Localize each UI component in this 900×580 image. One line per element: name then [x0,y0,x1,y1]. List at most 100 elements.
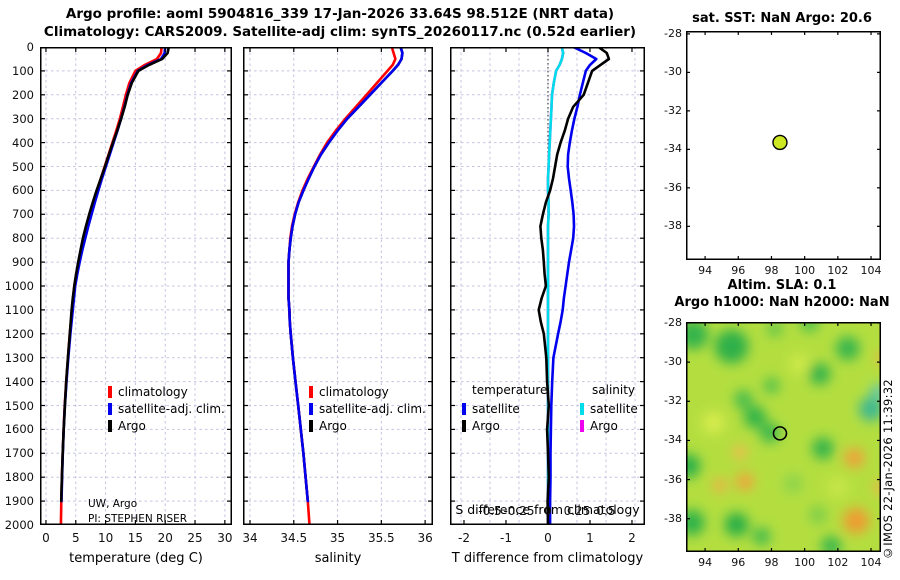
note-line: PI: STEPHEN RISER [88,513,188,525]
note-line: UW, Argo [88,498,138,510]
tick-label: 600 [12,183,34,198]
tick-label: 1700 [4,446,34,461]
tick-label: 1200 [4,326,34,341]
legend-row: satellite [580,400,638,417]
tick-label: 1900 [4,494,34,509]
temperature-profile-panel [40,47,232,525]
tick-label: 2000 [4,518,34,532]
tick-label: -34 [664,142,682,156]
legend-label: Argo [319,418,347,433]
diff-salinity-legend: salinity satellite Argo [580,383,638,434]
legend-row: Argo [462,417,547,434]
imos-credit: ©IMOS 22-Jan-2026 11:39:32 [881,379,895,560]
s-difference-axis-label: S difference from climatology [455,502,640,517]
salinity-profile-panel [243,47,433,525]
tick-label: 25 [187,531,203,545]
figure-subtitle: Climatology: CARS2009. Satellite-adj cli… [43,24,637,40]
tick-label: 98 [764,264,779,277]
tick-label: 1400 [4,374,34,389]
tick-label: 35.5 [367,531,395,545]
tick-label: 1600 [4,422,34,437]
tick-label: 20 [157,531,173,545]
sst-map-title: sat. SST: NaN Argo: 20.6 [692,11,872,26]
tick-label: -34 [664,433,682,447]
sla-map-title: Altim. SLA: 0.1 [727,278,837,293]
tick-label: -28 [664,315,682,329]
tick-label: 1000 [4,279,34,293]
legend-row: satellite [462,400,547,417]
tick-label: 100 [794,264,816,277]
legend-row: Argo [108,417,225,434]
tick-label: 96 [731,264,746,277]
sla-heatmap [686,322,881,552]
tick-label: 800 [12,231,34,246]
tick-label: 30 [217,531,233,545]
institution-note: UW, Argo PI: STEPHEN RISER [88,497,187,527]
tick-label: -30 [664,355,682,369]
tick-label: 102 [827,264,849,277]
sst-location-map [686,31,881,260]
legend-header: salinity [592,383,636,397]
tick-label: -1 [499,531,512,545]
tick-label: 15 [127,531,144,545]
tick-label: 500 [12,159,34,174]
climatology-swatch [309,385,313,398]
figure-title: Argo profile: aoml 5904816_339 17-Jan-20… [65,6,615,22]
t-difference-xlabel: T difference from climatology [451,551,644,566]
tick-label: 0 [26,40,34,54]
legend-label: satellite-adj. clim. [319,401,426,416]
tick-label: 0 [42,531,50,545]
temperature-legend: climatology satellite-adj. clim. Argo [108,383,225,434]
argo-sdiff-swatch [580,419,584,432]
satellite-sdiff-swatch [580,402,584,415]
argo-swatch [309,419,313,432]
climatology-swatch [108,385,112,398]
tick-label: -2 [458,531,470,545]
legend-row: Argo [580,417,638,434]
difference-panel [450,47,645,525]
tick-label: -32 [664,394,682,408]
tick-label: 900 [12,255,34,270]
tick-label: 1500 [4,398,34,413]
tick-label: 1 [586,531,594,545]
tick-label: 200 [12,87,34,102]
sla-map-subtitle: Argo h1000: NaN h2000: NaN [674,295,890,310]
argo-swatch [108,419,112,432]
legend-row: climatology [108,383,225,400]
legend-label: satellite-adj. clim. [118,401,225,416]
tick-label: 10 [97,531,114,545]
legend-header: temperature [472,383,548,397]
legend-label: Argo [590,418,618,433]
tick-label: -38 [664,219,682,233]
tick-label: 700 [12,207,34,222]
tick-label: 98 [764,556,779,569]
satellite-tdiff-swatch [462,402,466,415]
diff-temperature-legend: temperature satellite Argo [462,383,547,434]
legend-label: Argo [472,418,500,433]
tick-label: -38 [664,511,682,525]
tick-label: 102 [827,556,849,569]
tick-label: -36 [664,472,682,486]
tick-label: 400 [12,135,34,150]
tick-label: 100 [794,556,816,569]
tick-label: 34.5 [280,531,308,545]
tick-label: 0 [544,531,552,545]
tick-label: 300 [12,111,34,126]
satellite-clim-swatch [108,402,112,415]
tick-label: 36 [417,531,433,545]
legend-label: climatology [118,384,188,399]
legend-label: Argo [118,418,146,433]
tick-label: 104 [860,264,882,277]
legend-row: satellite-adj. clim. [309,400,426,417]
legend-row: climatology [309,383,426,400]
salinity-legend: climatology satellite-adj. clim. Argo [309,383,426,434]
tick-label: 2 [628,531,636,545]
tick-label: 1300 [4,350,34,365]
tick-label: 34 [242,531,258,545]
argo-tdiff-swatch [462,419,466,432]
tick-label: 35 [329,531,346,545]
salinity-xlabel: salinity [314,551,362,566]
tick-label: 1100 [4,302,34,317]
legend-label: climatology [319,384,389,399]
